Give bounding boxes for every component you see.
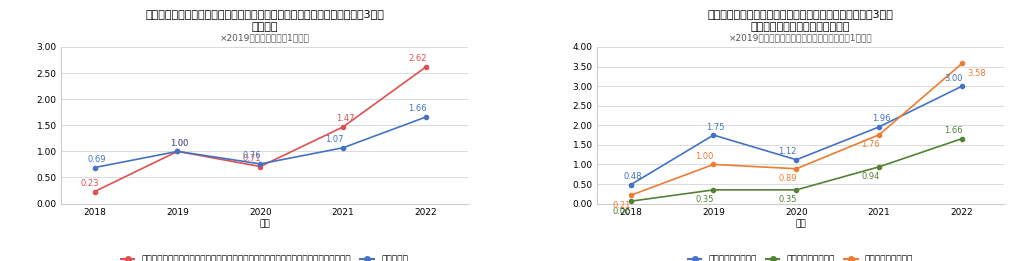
Text: 3.00: 3.00	[944, 74, 963, 82]
Text: 0.35: 0.35	[695, 195, 714, 204]
Text: ×2019年度のカスタマーサクセスの求人数を1とする: ×2019年度のカスタマーサクセスの求人数を1とする	[729, 33, 872, 42]
営業職全体	[254, 162, 266, 165]
Text: 1.75: 1.75	[707, 122, 725, 132]
Text: 0.71: 0.71	[243, 154, 261, 163]
Text: 1.00: 1.00	[171, 139, 188, 148]
フィールドセールス	[956, 137, 969, 140]
Text: 1.07: 1.07	[326, 135, 344, 144]
Text: 0.21: 0.21	[612, 201, 631, 210]
Text: 1.47: 1.47	[336, 114, 354, 123]
インサイドセールス	[791, 158, 803, 161]
Text: 0.89: 0.89	[778, 174, 797, 183]
カスタマーサクセス	[625, 194, 637, 197]
営業職全体	[88, 166, 100, 169]
Legend: 新しい営業職３種（インサイドセールス・フィールドセールス・カスタマーサクセス）, 営業職全体: 新しい営業職３種（インサイドセールス・フィールドセールス・カスタマーサクセス）,…	[118, 252, 412, 261]
新しい営業職３種（インサイドセールス・フィールドセールス・カスタマーサクセス）	[420, 65, 432, 68]
新しい営業職３種（インサイドセールス・フィールドセールス・カスタマーサクセス）	[171, 150, 183, 153]
カスタマーサクセス	[956, 62, 969, 65]
インサイドセールス	[708, 134, 720, 137]
フィールドセールス	[873, 165, 886, 168]
フィールドセールス	[625, 200, 637, 203]
カスタマーサクセス	[708, 163, 720, 166]
新しい営業職３種（インサイドセールス・フィールドセールス・カスタマーサクセス）	[88, 190, 100, 193]
Text: 0.48: 0.48	[624, 172, 642, 181]
Text: 1.66: 1.66	[408, 104, 427, 113]
新しい営業職３種（インサイドセールス・フィールドセールス・カスタマーサクセス）	[337, 125, 349, 128]
Text: 1.12: 1.12	[778, 147, 797, 156]
フィールドセールス	[791, 188, 803, 192]
Text: 2.62: 2.62	[408, 54, 427, 63]
Legend: インサイドセールス, フィールドセールス, カスタマーサクセス: インサイドセールス, フィールドセールス, カスタマーサクセス	[684, 252, 916, 261]
インサイドセールス	[873, 125, 886, 128]
Text: 0.76: 0.76	[243, 151, 261, 160]
Text: 1.66: 1.66	[944, 126, 963, 135]
インサイドセールス	[956, 85, 969, 88]
X-axis label: 年度: 年度	[795, 219, 806, 228]
Text: 0.94: 0.94	[861, 172, 880, 181]
Title: 『リクルートエージェント』における「新しい営業職」3種の
各キーワードが含まれる求人推移: 『リクルートエージェント』における「新しい営業職」3種の 各キーワードが含まれる…	[708, 9, 893, 32]
Text: 0.35: 0.35	[778, 195, 797, 204]
カスタマーサクセス	[791, 167, 803, 170]
Text: 1.96: 1.96	[872, 114, 891, 123]
営業職全体	[337, 146, 349, 149]
Line: 新しい営業職３種（インサイドセールス・フィールドセールス・カスタマーサクセス）: 新しい営業職３種（インサイドセールス・フィールドセールス・カスタマーサクセス）	[92, 65, 428, 194]
Text: 0.69: 0.69	[88, 155, 106, 164]
Title: 『リクルートエージェント』における「営業職全体」と「新しい営業職」3種の
求人推移: 『リクルートエージェント』における「営業職全体」と「新しい営業職」3種の 求人推…	[145, 9, 384, 32]
Text: 0.06: 0.06	[612, 207, 631, 216]
Line: 営業職全体: 営業職全体	[92, 115, 428, 170]
営業職全体	[420, 115, 432, 118]
X-axis label: 年度: 年度	[259, 219, 270, 228]
インサイドセールス	[625, 183, 637, 186]
新しい営業職３種（インサイドセールス・フィールドセールス・カスタマーサクセス）	[254, 165, 266, 168]
Text: 0.23: 0.23	[81, 179, 99, 188]
Text: 1.00: 1.00	[695, 152, 714, 161]
Line: インサイドセールス: インサイドセールス	[629, 84, 965, 187]
Text: 1.76: 1.76	[861, 140, 880, 149]
Line: カスタマーサクセス: カスタマーサクセス	[629, 61, 965, 197]
Text: 1.00: 1.00	[171, 139, 188, 148]
Text: 3.58: 3.58	[968, 69, 986, 78]
カスタマーサクセス	[873, 133, 886, 136]
営業職全体	[171, 150, 183, 153]
Text: ×2019年度の求人数を1とする: ×2019年度の求人数を1とする	[219, 33, 309, 42]
Line: フィールドセールス: フィールドセールス	[629, 137, 965, 203]
フィールドセールス	[708, 188, 720, 192]
